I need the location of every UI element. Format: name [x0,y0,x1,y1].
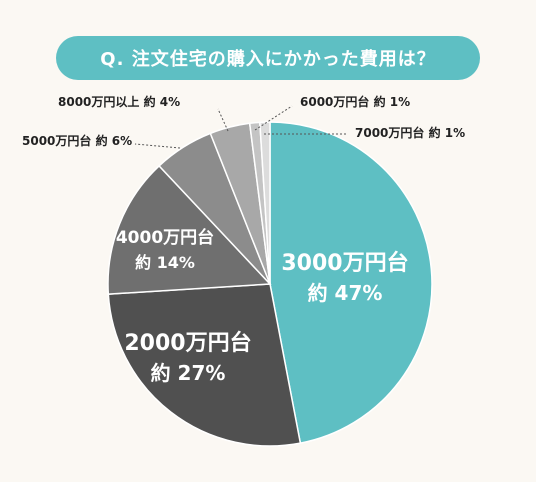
slice-external-label: 7000万円台 約 1% [355,125,465,140]
slice-label: 4000万円台 [116,227,214,248]
pie-slice [259,121,271,285]
slice-label: 3000万円台 [281,250,408,276]
slice-value-label: 約 27% [151,361,226,385]
leader-line [254,105,293,131]
slice-label: 2000万円台 [124,330,251,356]
slice-external-label: 6000万円台 約 1% [300,94,410,109]
pie-slice [269,121,433,445]
leader-line [217,108,229,132]
pie-slice [107,164,272,295]
chart-title: Q. 注文住宅の購入にかかった費用は？ [56,36,480,80]
slice-value-label: 約 14% [135,253,195,272]
slice-external-label: 5000万円台 約 6% [22,133,132,148]
slice-value-label: 約 47% [308,281,383,305]
pie-slice [107,283,302,447]
slice-external-label: 8000万円以上 約 4% [58,94,180,109]
leader-line [134,143,181,149]
